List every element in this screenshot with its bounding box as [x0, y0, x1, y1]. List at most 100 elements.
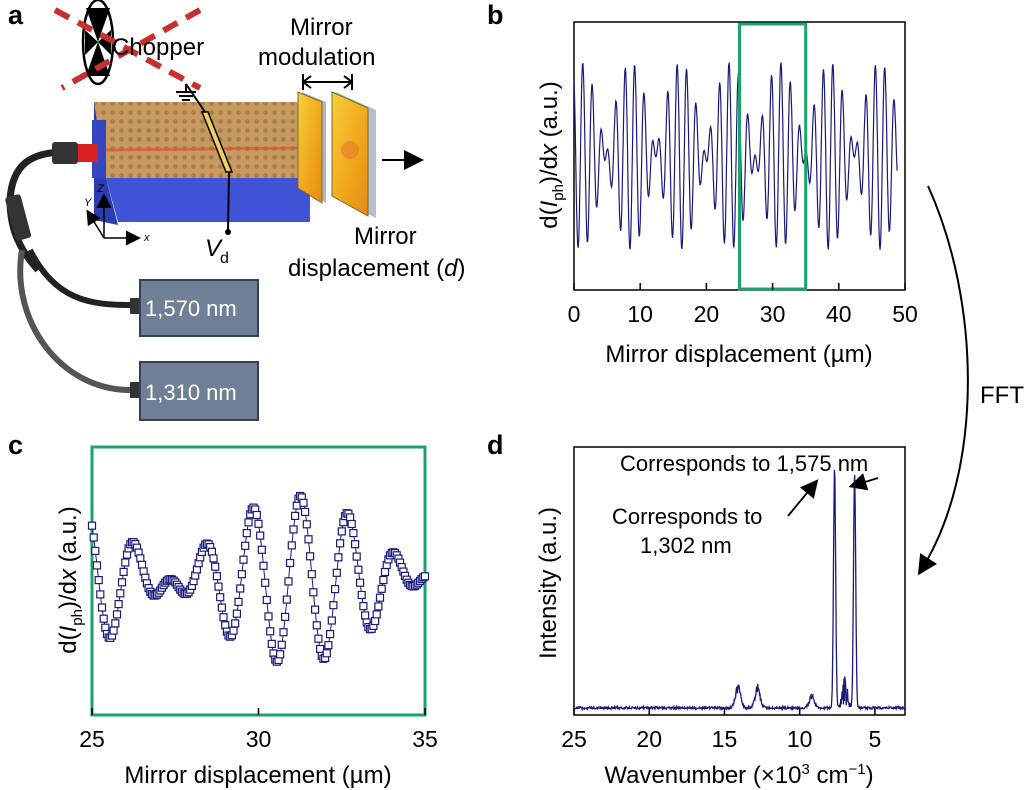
chart-c-xtick-label: 25	[79, 726, 105, 752]
chart-b-xtick-label: 40	[826, 301, 852, 327]
chart-c-marker	[254, 519, 263, 528]
chart-d-frame	[573, 446, 906, 716]
chart-c-marker	[332, 568, 341, 577]
panel-letter-c: c	[8, 430, 23, 460]
axis-y-label: Y	[84, 197, 92, 209]
axis-x-label: x	[143, 232, 150, 244]
panel-c: c 25 30 35 Mirror displacement (µm) d(Iph)…	[8, 430, 438, 789]
chart-c-marker	[137, 560, 147, 569]
chart-c-marker	[307, 570, 316, 579]
chart-c-marker	[282, 595, 291, 604]
chart-c-marker	[316, 644, 325, 654]
chart-c-marker	[292, 501, 301, 510]
chart-c-marker	[261, 578, 270, 587]
chart-c-marker	[252, 510, 261, 520]
chart-c-marker	[96, 590, 105, 599]
chart-c-marker	[301, 507, 310, 516]
chart-c-marker	[264, 612, 273, 621]
chart-c-marker	[87, 521, 97, 530]
chopper-cross-icon	[53, 7, 202, 91]
chart-c-marker	[372, 610, 381, 619]
chart-c-marker	[211, 562, 220, 571]
chart-c-marker	[217, 603, 226, 612]
panel-letter-a: a	[8, 0, 24, 30]
chart-c-marker	[291, 511, 300, 521]
fft-label: FFT	[980, 382, 1024, 409]
chart-b-xtick-label: 30	[760, 301, 786, 327]
chart-c-marker	[304, 535, 313, 544]
panel-letter-d: d	[487, 430, 504, 460]
chart-c-marker	[380, 567, 390, 577]
chart-c-marker	[374, 602, 383, 611]
chart-c-marker	[111, 619, 120, 628]
chart-c-marker	[347, 519, 356, 529]
panel-b: b 0 10 20 30 40 50 Mirror displacement (µm) d…	[487, 0, 918, 368]
chart-d-xtick-label: 10	[787, 726, 813, 752]
chart-c-marker	[112, 610, 122, 619]
chart-c-marker	[237, 570, 246, 579]
chart-c-marker	[354, 565, 363, 574]
chart-c-marker	[379, 575, 388, 585]
chart-c-marker	[349, 528, 358, 538]
chart-c-marker	[244, 518, 253, 527]
chart-c-marker	[242, 528, 251, 538]
chart-c-marker	[109, 626, 118, 635]
photodetector-device	[92, 102, 310, 225]
panel-a: a Chopper	[5, 0, 465, 421]
chart-c-marker	[346, 513, 355, 522]
chart-c-marker	[377, 584, 386, 593]
chart-c-marker	[207, 547, 216, 556]
chart-c-marker	[311, 605, 320, 614]
chart-d-xlabel: Wavenumber (×103 cm−1)	[604, 761, 873, 789]
chart-c-marker	[359, 601, 368, 611]
chart-b-xtick-label: 0	[568, 301, 581, 327]
annotation-1575-arrow	[848, 473, 879, 491]
chart-c-marker	[302, 520, 311, 529]
fiber-cable	[5, 142, 131, 393]
chart-c-marker	[257, 545, 266, 554]
chart-c-marker	[231, 619, 240, 628]
chart-c-marker	[262, 595, 271, 605]
chart-c-marker	[326, 629, 335, 639]
chart-c-marker	[336, 539, 345, 548]
chart-b-xtick-label: 20	[694, 301, 720, 327]
chart-c-marker	[89, 533, 98, 542]
chart-d-xtick-label: 15	[712, 726, 738, 752]
chart-c-marker	[241, 541, 250, 550]
chart-c-marker	[91, 546, 100, 556]
chart-c-marker	[361, 611, 370, 620]
chart-b-highlight-box	[738, 22, 808, 291]
chart-c-marker	[219, 613, 228, 622]
chart-c-marker	[116, 589, 125, 598]
chart-d-spectrum-line	[573, 469, 906, 712]
chart-c-xtick-label: 35	[412, 726, 438, 752]
chart-d-xticks: 25 20 15 10 5	[561, 708, 881, 752]
chart-c-marker	[99, 614, 108, 623]
chart-d-xtick-label: 25	[561, 726, 587, 752]
annotation-1575: Corresponds to 1,575 nm	[620, 451, 868, 476]
chart-c-marker	[119, 567, 128, 577]
annotation-1302-line1: Corresponds to	[612, 504, 762, 529]
panel-letter-b: b	[487, 0, 504, 30]
chart-c-marker	[121, 558, 130, 567]
annotation-1302-line2: 1,302 nm	[640, 533, 732, 558]
chart-c-marker	[266, 627, 275, 636]
laser-1310-label: 1,310 nm	[145, 380, 237, 405]
chart-c-marker	[276, 650, 285, 659]
annotation-1302-arrow	[787, 479, 819, 517]
chart-c-marker	[232, 609, 241, 618]
chart-b-xtick-label: 50	[892, 301, 918, 327]
chart-c-marker	[352, 552, 361, 561]
chart-c-marker	[239, 555, 248, 564]
laser-beam-entry	[78, 144, 98, 162]
chart-c-marker	[256, 531, 265, 540]
mirror-2-icon	[331, 91, 376, 218]
chart-c-marker	[299, 498, 308, 507]
panel-d: d 25 20 15 10 5 Wavenumber (×103 cm−1) Inten…	[487, 430, 906, 789]
chart-c-marker	[92, 561, 102, 570]
chart-c-marker	[357, 590, 366, 600]
mirror-1-icon	[297, 91, 326, 204]
chart-c-marker	[329, 601, 338, 610]
chart-c-marker	[351, 540, 360, 549]
